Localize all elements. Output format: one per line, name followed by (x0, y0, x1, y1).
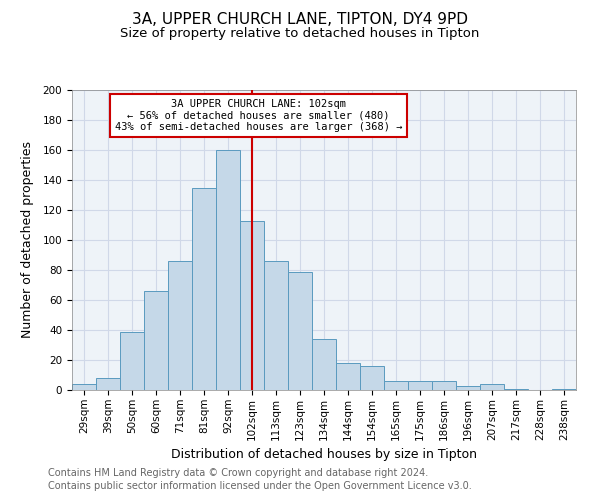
Bar (144, 291, 168, 390)
Bar (168, 261, 192, 390)
Bar (120, 332, 144, 390)
Bar (384, 381, 408, 390)
Bar (480, 384, 504, 390)
Bar (360, 366, 384, 390)
Bar (432, 381, 456, 390)
Text: Size of property relative to detached houses in Tipton: Size of property relative to detached ho… (121, 28, 479, 40)
Text: Contains public sector information licensed under the Open Government Licence v3: Contains public sector information licen… (48, 481, 472, 491)
Bar (336, 363, 360, 390)
Bar (216, 150, 240, 390)
X-axis label: Distribution of detached houses by size in Tipton: Distribution of detached houses by size … (171, 448, 477, 461)
Bar (240, 220, 264, 390)
Bar (288, 272, 312, 390)
Bar (504, 388, 528, 390)
Bar (96, 378, 120, 390)
Bar (264, 261, 288, 390)
Text: 3A, UPPER CHURCH LANE, TIPTON, DY4 9PD: 3A, UPPER CHURCH LANE, TIPTON, DY4 9PD (132, 12, 468, 28)
Bar (456, 386, 480, 390)
Bar (552, 388, 576, 390)
Bar (72, 384, 96, 390)
Bar (192, 188, 216, 390)
Text: 3A UPPER CHURCH LANE: 102sqm
← 56% of detached houses are smaller (480)
43% of s: 3A UPPER CHURCH LANE: 102sqm ← 56% of de… (115, 99, 402, 132)
Bar (312, 339, 336, 390)
Text: Contains HM Land Registry data © Crown copyright and database right 2024.: Contains HM Land Registry data © Crown c… (48, 468, 428, 477)
Bar (408, 381, 432, 390)
Y-axis label: Number of detached properties: Number of detached properties (21, 142, 34, 338)
